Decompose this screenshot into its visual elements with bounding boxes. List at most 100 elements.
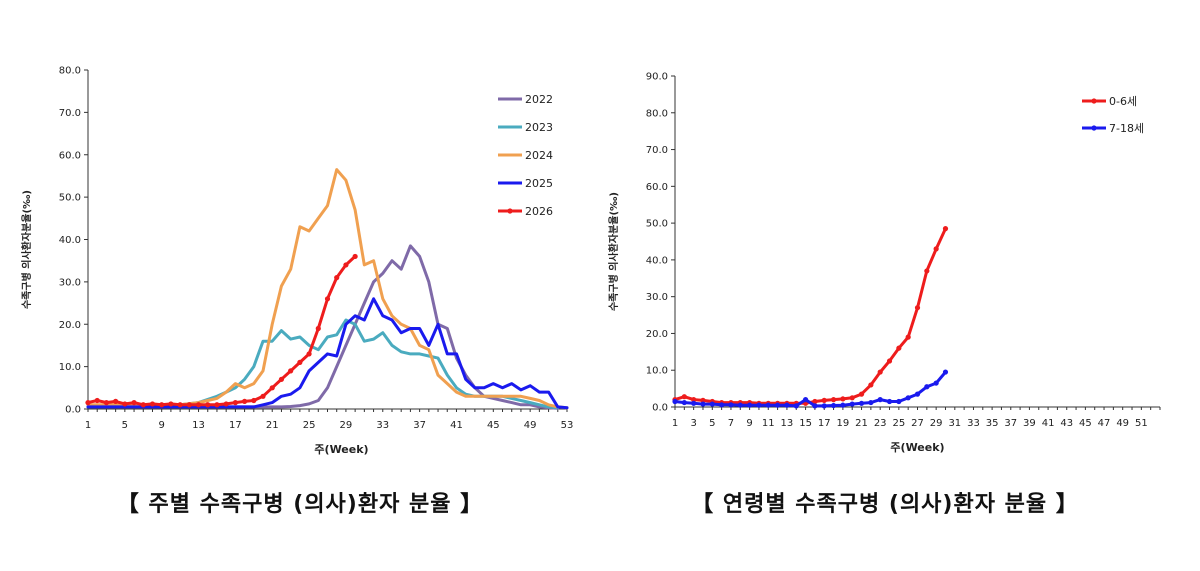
x-axis-title: 주(Week) — [314, 443, 368, 456]
data-point — [747, 402, 753, 408]
age-group-hfmd-chart: 0.0 10.0 20.0 30.0 40.0 50.0 60.0 70.0 80.0 90.0 1… — [607, 72, 1161, 517]
data-point — [195, 402, 202, 408]
series-line-2026 — [86, 254, 357, 407]
x-tick-label: 25 — [303, 420, 316, 431]
data-point — [877, 369, 883, 375]
x-tick-label: 45 — [487, 420, 500, 431]
x-tick-label: 31 — [948, 418, 961, 429]
series-line-0-6세 — [673, 227, 947, 405]
x-tick-label: 35 — [986, 418, 999, 429]
data-point — [886, 398, 893, 405]
data-point — [352, 253, 358, 260]
x-tick-label: 45 — [1079, 418, 1092, 429]
data-point — [924, 268, 930, 274]
data-point — [681, 399, 687, 406]
data-point — [802, 397, 809, 403]
data-point — [122, 401, 128, 407]
data-point — [232, 400, 238, 406]
data-point — [186, 402, 192, 408]
x-tick-label: 19 — [837, 418, 850, 429]
y-tick-label: 30.0 — [646, 292, 668, 303]
data-point — [149, 401, 156, 407]
legend-label: 2022 — [525, 93, 553, 106]
y-tick-label: 60.0 — [59, 150, 81, 161]
y-tick-label: 70.0 — [59, 108, 81, 119]
data-point — [691, 397, 697, 403]
data-point — [765, 402, 771, 408]
x-tick-label: 29 — [340, 420, 353, 431]
data-point — [933, 380, 939, 386]
data-point — [858, 400, 865, 406]
x-tick-label: 39 — [1023, 418, 1036, 429]
y-tick-label: 70.0 — [646, 145, 668, 156]
x-tick-label: 9 — [746, 418, 752, 429]
x-tick-label: 17 — [818, 418, 831, 429]
data-point — [942, 369, 949, 375]
data-point — [709, 401, 715, 407]
data-point — [131, 400, 137, 406]
data-point — [849, 395, 855, 401]
x-tick-label: 21 — [855, 418, 868, 429]
data-point — [214, 402, 220, 408]
legend-label: 2026 — [525, 205, 553, 218]
x-tick-label: 33 — [967, 418, 980, 429]
series-line-2022 — [86, 244, 560, 410]
x-tick-label: 9 — [159, 420, 165, 431]
data-point — [269, 385, 275, 391]
x-tick-label: 11 — [762, 418, 775, 429]
data-point — [306, 351, 312, 357]
x-tick-label: 49 — [1116, 418, 1129, 429]
data-point — [933, 246, 939, 252]
x-tick-label: 21 — [266, 420, 279, 431]
data-point — [784, 402, 790, 408]
y-tick-label: 50.0 — [59, 193, 81, 204]
data-point — [886, 358, 893, 364]
x-tick-label: 3 — [690, 418, 696, 429]
x-axis-title: 주(Week) — [890, 441, 944, 454]
data-point — [241, 398, 248, 404]
x-tick-label: 5 — [709, 418, 715, 429]
data-point — [924, 384, 930, 390]
data-point — [905, 334, 911, 340]
data-point — [278, 376, 285, 382]
data-point — [840, 396, 846, 402]
y-tick-label: 20.0 — [646, 329, 668, 340]
y-tick-label: 80.0 — [59, 66, 81, 77]
legend-label: 2024 — [525, 149, 553, 162]
x-tick-label: 33 — [376, 420, 389, 431]
data-point — [868, 399, 874, 406]
y-tick-label: 0.0 — [652, 403, 668, 414]
y-tick-label: 0.0 — [65, 405, 81, 416]
data-point — [343, 262, 349, 268]
x-tick-label: 17 — [229, 420, 242, 431]
x-tick-label: 13 — [781, 418, 794, 429]
x-tick-label: 29 — [930, 418, 943, 429]
x-tick-label: 7 — [728, 418, 734, 429]
data-point — [896, 345, 902, 351]
data-point — [700, 397, 706, 403]
legend-marker — [1091, 125, 1097, 131]
data-point — [315, 325, 321, 332]
x-tick-label: 51 — [1135, 418, 1148, 429]
legend-label: 7-18세 — [1109, 122, 1144, 135]
data-point — [830, 397, 837, 403]
data-point — [942, 226, 949, 232]
data-point — [858, 391, 865, 397]
y-tick-label: 10.0 — [59, 362, 81, 373]
legend-label: 0-6세 — [1109, 95, 1137, 108]
y-axis-title: 수족구병 의사환자분율(‰) — [607, 192, 620, 311]
data-point — [793, 403, 799, 409]
legend-label: 2023 — [525, 121, 553, 134]
x-tick-label: 53 — [561, 420, 574, 431]
data-point — [830, 402, 837, 409]
x-tick-label: 41 — [1042, 418, 1055, 429]
data-point — [113, 398, 119, 404]
x-tick-label: 1 — [672, 418, 678, 429]
data-point — [140, 402, 146, 408]
data-point — [812, 398, 818, 405]
x-tick-label: 13 — [192, 420, 205, 431]
y-tick-label: 60.0 — [646, 182, 668, 193]
data-point — [821, 403, 827, 409]
y-tick-label: 90.0 — [646, 72, 668, 83]
